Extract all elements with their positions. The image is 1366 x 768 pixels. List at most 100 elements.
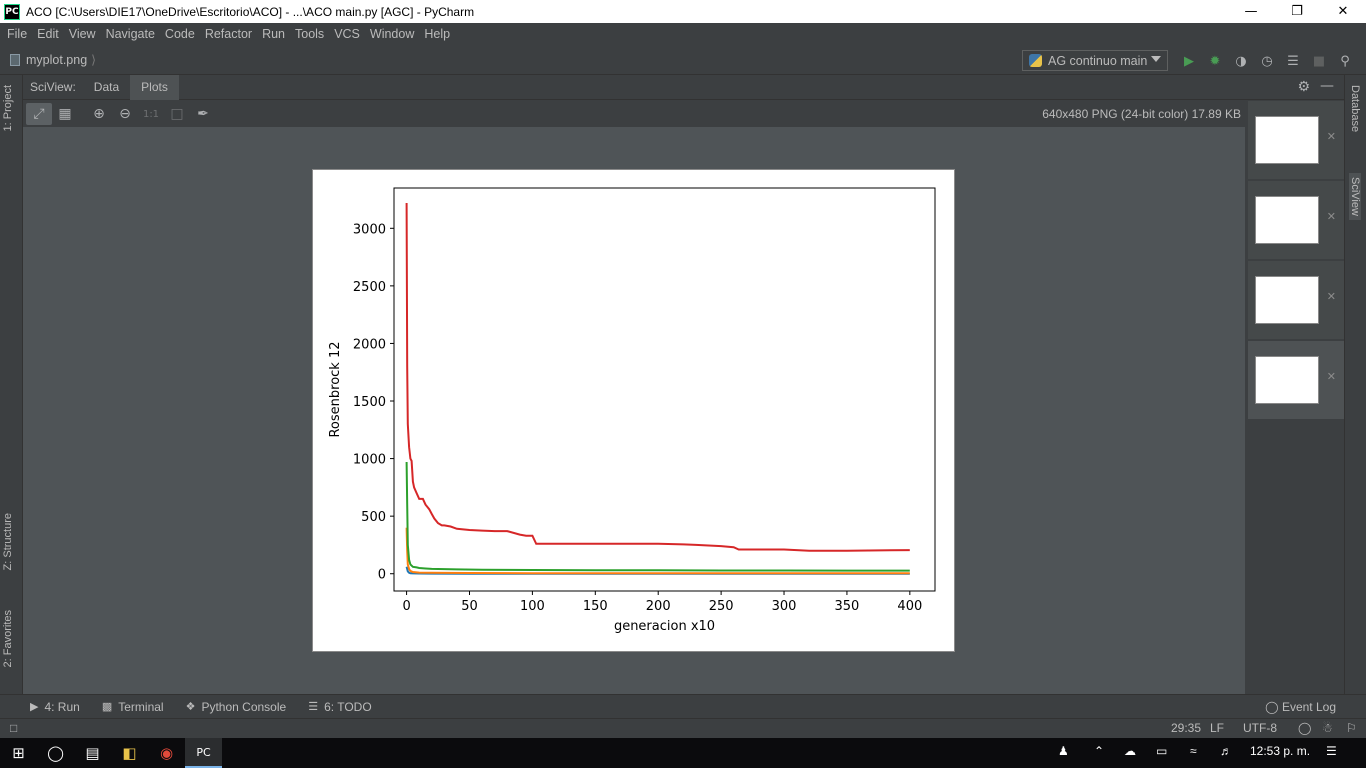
left-tool-strip: 1: Project Z: Structure 2: Favorites — [0, 75, 23, 694]
menu-run[interactable]: Run — [262, 27, 285, 41]
plot-thumbnail[interactable]: ✕ — [1248, 101, 1344, 179]
coverage-icon[interactable]: ◑ — [1235, 53, 1247, 69]
x-tick-label: 250 — [709, 599, 734, 614]
task-view-icon[interactable]: ▤ — [85, 744, 100, 762]
plot-thumbnail-image — [1255, 276, 1319, 324]
menu-help[interactable]: Help — [424, 27, 451, 41]
stop-icon[interactable]: ■ — [1312, 53, 1326, 69]
toggle-tool-windows-icon[interactable]: □ — [10, 721, 18, 735]
menu-tools[interactable]: Tools — [295, 27, 325, 41]
menu-window[interactable]: Window — [369, 27, 415, 41]
x-tick-label: 300 — [772, 599, 797, 614]
close-icon[interactable]: ✕ — [1326, 130, 1336, 143]
run-icon[interactable]: ▶ — [1184, 53, 1194, 69]
clock[interactable]: 12:53 p. m. — [1250, 744, 1311, 758]
profile-icon[interactable]: ◷ — [1261, 53, 1273, 69]
build-icon[interactable]: ☰ — [1287, 53, 1299, 69]
tool-tab-sciview[interactable]: SciView — [1349, 173, 1361, 220]
people-icon[interactable]: ♟ — [1058, 744, 1069, 758]
plot-thumbnail-image — [1255, 356, 1319, 404]
tool-tab-todo[interactable]: ☰ 6: TODO — [297, 700, 382, 714]
tool-tab-structure[interactable]: Z: Structure — [2, 513, 14, 571]
run-configuration-select[interactable]: AG continuo main — [1022, 50, 1168, 71]
volume-icon[interactable]: ♬ — [1220, 744, 1232, 758]
bottom-tool-bar: ▶ 4: Run ▩ Terminal ❖ Python Console ☰ 6… — [0, 694, 1366, 718]
tool-tab-run[interactable]: ▶ 4: Run — [0, 700, 91, 714]
pycharm-taskbar-icon[interactable]: PC — [185, 738, 222, 768]
fit-zoom-icon[interactable]: ⤢ — [26, 103, 52, 125]
title-bar: PC ACO [C:\Users\DIE17\OneDrive\Escritor… — [0, 0, 1366, 23]
menu-refactor[interactable]: Refactor — [204, 27, 253, 41]
inspector-icon[interactable]: ☃ — [1322, 721, 1333, 735]
gear-icon[interactable]: ⚙ — [1297, 79, 1310, 95]
plot-thumbnail-image — [1255, 116, 1319, 164]
hide-icon[interactable]: — — [1320, 78, 1334, 94]
zoom-in-icon[interactable]: ⊕ — [93, 106, 105, 122]
close-icon[interactable]: ✕ — [1326, 210, 1336, 223]
close-icon[interactable]: ✕ — [1337, 4, 1349, 19]
menu-bar: File Edit View Navigate Code Refactor Ru… — [0, 23, 1366, 45]
x-tick-label: 0 — [402, 599, 410, 614]
windows-start-icon[interactable]: ⊞ — [12, 744, 25, 762]
tool-tab-python-console[interactable]: ❖ Python Console — [175, 700, 298, 714]
menu-view[interactable]: View — [68, 27, 96, 41]
plot-thumbnail-selected[interactable]: ✕ — [1248, 341, 1344, 419]
close-icon[interactable]: ✕ — [1326, 370, 1336, 383]
battery-icon[interactable]: ▭ — [1156, 744, 1168, 758]
chevron-up-icon[interactable]: ⌃ — [1094, 744, 1105, 758]
onedrive-icon[interactable]: ☁ — [1124, 744, 1136, 758]
fit-window-icon[interactable]: □ — [170, 106, 184, 122]
window-title: ACO [C:\Users\DIE17\OneDrive\Escritorio\… — [26, 4, 475, 19]
chrome-icon[interactable]: ◉ — [159, 744, 174, 762]
tool-tab-favorites[interactable]: 2: Favorites — [2, 610, 14, 668]
plot-thumbnail[interactable]: ✕ — [1248, 261, 1344, 339]
series-line — [405, 461, 910, 572]
plot-thumbnail[interactable]: ✕ — [1248, 181, 1344, 259]
rosenbrock-line-chart: 0 50 100 150 200 250 300 350 400 0 500 1000 1500 2000… — [328, 187, 936, 634]
search-circle-icon[interactable]: ◯ — [47, 744, 64, 762]
tool-tab-python-console-label: Python Console — [201, 699, 287, 714]
menu-vcs[interactable]: VCS — [334, 27, 360, 41]
grid-icon[interactable]: ▦ — [58, 106, 72, 122]
y-tick-label: 1500 — [353, 395, 386, 410]
y-tick-label: 2500 — [353, 280, 386, 295]
balloon-icon: ◯ — [1265, 700, 1279, 714]
minimize-icon[interactable]: — — [1244, 4, 1258, 19]
zoom-out-icon[interactable]: ⊖ — [119, 106, 131, 122]
file-explorer-icon[interactable]: ◧ — [122, 744, 137, 762]
series-line — [405, 202, 910, 552]
lock-icon[interactable]: ◯ — [1298, 721, 1312, 735]
file-encoding[interactable]: UTF-8 — [1243, 721, 1277, 735]
menu-code[interactable]: Code — [164, 27, 195, 41]
restore-icon[interactable]: ❐ — [1291, 4, 1303, 19]
tool-tab-database[interactable]: Database — [1349, 85, 1361, 133]
actual-size-icon[interactable]: 1:1 — [142, 108, 160, 120]
menu-file[interactable]: File — [7, 27, 28, 41]
caret-position[interactable]: 29:35 — [1171, 721, 1202, 735]
sciview-label: SciView: — [30, 80, 76, 94]
chevron-down-icon — [1151, 56, 1161, 62]
plot-thumbnail-image — [1255, 196, 1319, 244]
tab-data[interactable]: Data — [93, 80, 120, 94]
breadcrumb-file[interactable]: myplot.png ⟩ — [0, 52, 96, 67]
debug-icon[interactable]: ✹ — [1209, 53, 1221, 69]
menu-edit[interactable]: Edit — [37, 27, 59, 41]
menu-navigate[interactable]: Navigate — [105, 27, 155, 41]
tool-tab-project[interactable]: 1: Project — [2, 85, 14, 132]
plot-viewer[interactable]: 0 50 100 150 200 250 300 350 400 0 500 1000 1500 2000… — [23, 127, 1245, 694]
tab-plots[interactable]: Plots — [130, 74, 179, 100]
y-tick-label: 1000 — [353, 453, 386, 468]
x-tick-label: 50 — [461, 599, 478, 614]
wifi-icon[interactable]: ≈ — [1190, 744, 1197, 758]
close-icon[interactable]: ✕ — [1326, 290, 1336, 303]
color-picker-icon[interactable]: ✒ — [197, 106, 209, 122]
run-icon: ▶ — [30, 701, 39, 713]
image-file-icon — [10, 53, 20, 66]
search-everywhere-icon[interactable]: ⚲ — [1340, 53, 1350, 69]
action-center-icon[interactable]: ☰ — [1326, 744, 1337, 758]
y-tick-label: 3000 — [353, 222, 386, 237]
line-separator[interactable]: LF — [1210, 721, 1225, 735]
tool-tab-terminal[interactable]: ▩ Terminal — [91, 700, 175, 714]
notifications-icon[interactable]: ⚐ — [1346, 721, 1357, 735]
event-log-button[interactable]: ◯ Event Log — [1265, 700, 1336, 714]
